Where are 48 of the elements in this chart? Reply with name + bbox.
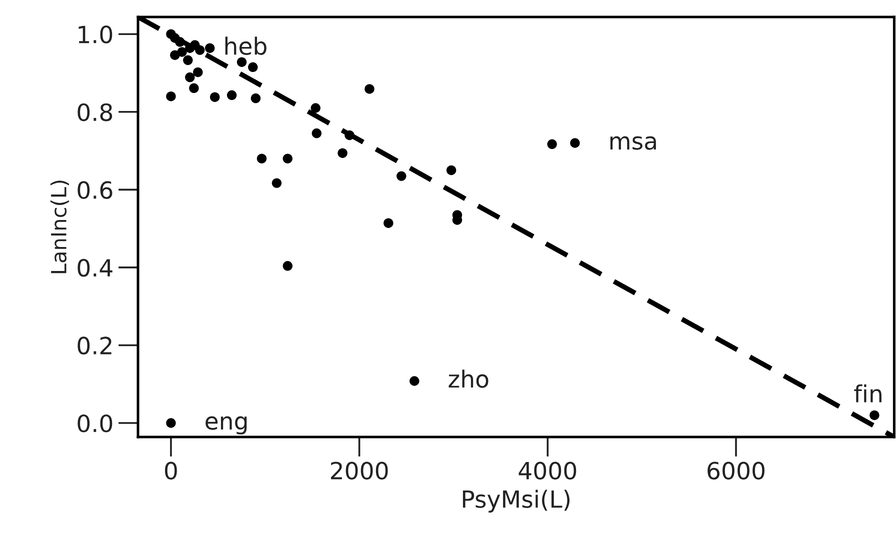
point: [272, 178, 282, 188]
y-tick-label: 0.0: [78, 414, 112, 432]
point: [189, 83, 199, 94]
annotation: msa: [610, 136, 656, 150]
x-tick-label: 0: [165, 462, 177, 480]
y-tick-label: 1.0: [78, 26, 112, 44]
point: [250, 93, 261, 104]
x-tick-label: 2000: [330, 462, 388, 480]
point: [410, 376, 420, 386]
y-axis-title: LanInc(L): [50, 180, 70, 274]
point: [248, 62, 258, 72]
x-tick-label: 4000: [518, 462, 576, 480]
point: [547, 139, 557, 150]
point: [446, 165, 456, 176]
point: [364, 84, 374, 94]
point: [312, 128, 322, 138]
annotation: fin: [854, 384, 882, 402]
point: [193, 67, 203, 78]
point: [177, 47, 187, 57]
point: [204, 43, 215, 53]
x-axis-title: PsyMsi(L): [462, 490, 570, 513]
y-tick-label: 0.2: [78, 336, 112, 355]
point: [256, 154, 267, 164]
y-tick-label: 0.8: [78, 103, 112, 122]
point: [570, 138, 580, 148]
point: [175, 37, 185, 47]
point: [236, 57, 247, 67]
point: [870, 410, 880, 420]
point: [338, 148, 348, 158]
y-tick-label: 0.6: [78, 181, 112, 199]
point: [166, 91, 176, 102]
y-tick-label: 0.4: [78, 258, 112, 277]
annotation: heb: [225, 36, 266, 55]
point: [226, 90, 237, 100]
point: [384, 218, 394, 228]
point: [190, 40, 200, 50]
point: [166, 418, 176, 428]
point: [185, 72, 195, 82]
point: [344, 130, 354, 140]
point: [396, 171, 406, 181]
point: [282, 154, 292, 164]
annotation: eng: [206, 416, 247, 434]
annotation: zho: [448, 370, 488, 388]
point: [183, 55, 193, 66]
x-tick-label: 6000: [708, 462, 764, 480]
point: [210, 92, 220, 102]
point: [310, 103, 320, 113]
point: [282, 261, 292, 271]
